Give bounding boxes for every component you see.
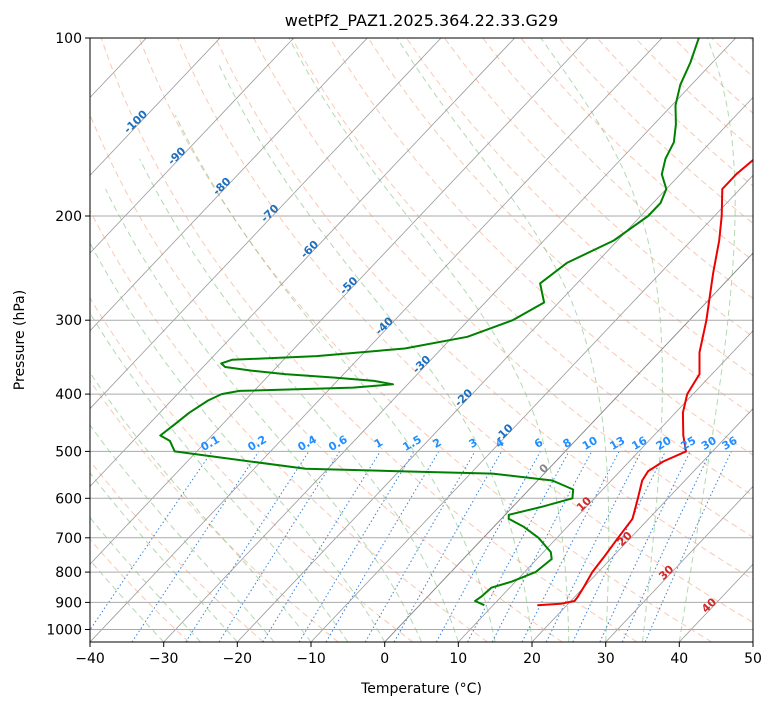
dry-adiabat-line — [329, 38, 753, 456]
skewed-isotherm-line — [90, 38, 589, 565]
moist-adiabat-line — [90, 312, 349, 642]
x-axis-ticks: −40 −30 −20 −10 0 10 20 30 40 50 — [75, 642, 762, 667]
dry-adiabat-line — [90, 209, 488, 642]
x-tick-label: 20 — [523, 651, 541, 667]
x-axis-label: Temperature (°C) — [360, 681, 482, 697]
skewed-isotherm-line — [90, 38, 442, 410]
mixing-ratio-line — [90, 451, 213, 631]
y-tick-label: 1000 — [46, 623, 82, 639]
moist-adiabat-line — [90, 516, 201, 642]
skewed-isotherm-line — [237, 96, 753, 642]
x-tick-label: −20 — [223, 651, 253, 667]
y-tick-label: 600 — [55, 491, 82, 507]
x-tick-label: 0 — [380, 651, 389, 667]
x-tick-label: 50 — [744, 651, 762, 667]
x-tick-label: 30 — [597, 651, 615, 667]
skewed-isotherm-line — [531, 408, 753, 642]
skewed-isotherm-line — [605, 485, 753, 642]
y-tick-label: 400 — [55, 387, 82, 403]
dry-adiabat-line — [367, 38, 753, 416]
mixing-ratio-line — [521, 451, 620, 642]
mixing-ratio-line — [393, 451, 503, 642]
mixing-ratio-line — [185, 451, 310, 642]
skewed-isotherm-line — [458, 330, 753, 642]
skewed-isotherm-line — [90, 38, 663, 642]
moist-adiabat-line — [90, 472, 238, 642]
dewpoint-line — [159, 38, 700, 607]
dry-adiabat-line — [90, 113, 563, 642]
y-tick-label: 700 — [55, 531, 82, 547]
temperature-line — [537, 158, 753, 607]
dry-adiabat-line — [634, 38, 753, 151]
dry-adiabat-line — [100, 38, 638, 642]
plot-frame — [89, 37, 754, 643]
moist-adiabat-line — [105, 188, 422, 642]
mixing-ratio-line — [545, 451, 642, 642]
dry-adiabat-line — [482, 38, 753, 300]
y-axis-ticks: 100 200 300 400 500 600 700 800 900 1000 — [46, 31, 90, 639]
mixing-ratio-line — [218, 451, 341, 642]
y-axis-label: Pressure (hPa) — [12, 290, 28, 390]
skewed-isotherm-line — [90, 38, 368, 332]
mixing-ratio-line — [262, 451, 381, 642]
moist-adiabat-line — [174, 114, 496, 642]
profile-series — [159, 38, 753, 607]
y-tick-label: 800 — [55, 565, 82, 581]
dry-adiabat-line — [215, 38, 753, 580]
isobar-gridlines — [90, 38, 753, 630]
dry-adiabat-line — [291, 38, 753, 497]
chart-title: wetPf2_PAZ1.2025.364.22.33.G29 — [285, 11, 559, 31]
y-tick-label: 200 — [55, 209, 82, 225]
zero-isotherm-line — [384, 252, 753, 642]
moist-adiabat-line — [217, 62, 533, 642]
x-tick-label: 10 — [449, 651, 467, 667]
moist-adiabat-line — [288, 38, 570, 642]
x-tick-label: −30 — [149, 651, 179, 667]
mixing-ratio-line — [467, 451, 570, 642]
y-tick-label: 500 — [55, 444, 82, 460]
dry-adiabat-line — [520, 38, 753, 262]
y-tick-label: 300 — [55, 313, 82, 329]
skewed-isotherm-line — [90, 38, 294, 254]
dry-adiabat-line — [90, 538, 190, 642]
moist-adiabat-line — [90, 424, 275, 642]
dry-adiabat-line — [253, 38, 753, 538]
skewed-isotherm-lines — [90, 38, 753, 642]
x-tick-label: −40 — [75, 651, 105, 667]
moist-adiabat-line — [396, 38, 610, 642]
skewed-isotherm-line — [310, 174, 753, 642]
y-tick-label: 900 — [55, 595, 82, 611]
skewed-isotherm-line — [90, 38, 515, 488]
moist-adiabat-line — [90, 559, 165, 642]
moist-adiabat-line — [90, 241, 386, 642]
y-tick-label: 100 — [55, 31, 82, 47]
x-tick-label: 40 — [670, 651, 688, 667]
dry-adiabat-line — [138, 38, 712, 642]
moist-adiabat-line — [540, 38, 663, 642]
x-tick-label: −10 — [296, 651, 326, 667]
moist-adiabat-line — [678, 38, 736, 642]
skewed-isotherm-line — [90, 38, 221, 176]
mixing-ratio-line — [435, 451, 541, 642]
moist-adiabat-line — [90, 371, 312, 642]
